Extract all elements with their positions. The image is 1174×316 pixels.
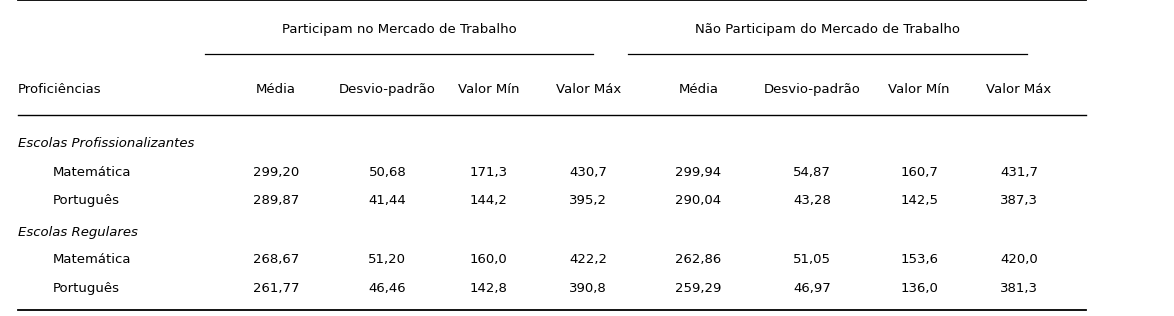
Text: 43,28: 43,28 [792,194,831,207]
Text: Valor Máx: Valor Máx [555,83,621,96]
Text: Português: Português [53,194,120,207]
Text: 299,20: 299,20 [252,166,299,179]
Text: Matemática: Matemática [53,166,131,179]
Text: 259,29: 259,29 [675,283,722,295]
Text: 153,6: 153,6 [900,253,938,266]
Text: 160,0: 160,0 [470,253,507,266]
Text: Desvio-padrão: Desvio-padrão [763,83,861,96]
Text: 51,05: 51,05 [792,253,831,266]
Text: 142,5: 142,5 [900,194,938,207]
Text: Média: Média [256,83,296,96]
Text: 390,8: 390,8 [569,283,607,295]
Text: 420,0: 420,0 [1000,253,1038,266]
Text: 136,0: 136,0 [900,283,938,295]
Text: 160,7: 160,7 [900,166,938,179]
Text: Escolas Profissionalizantes: Escolas Profissionalizantes [18,137,194,150]
Text: Valor Máx: Valor Máx [986,83,1052,96]
Text: Desvio-padrão: Desvio-padrão [339,83,436,96]
Text: 262,86: 262,86 [675,253,722,266]
Text: 289,87: 289,87 [252,194,299,207]
Text: Não Participam do Mercado de Trabalho: Não Participam do Mercado de Trabalho [695,23,960,36]
Text: 41,44: 41,44 [369,194,406,207]
Text: Escolas Regulares: Escolas Regulares [18,226,137,239]
Text: Proficiências: Proficiências [18,83,101,96]
Text: Valor Mín: Valor Mín [458,83,519,96]
Text: 290,04: 290,04 [675,194,722,207]
Text: 387,3: 387,3 [1000,194,1038,207]
Text: 395,2: 395,2 [569,194,607,207]
Text: 422,2: 422,2 [569,253,607,266]
Text: Participam no Mercado de Trabalho: Participam no Mercado de Trabalho [282,23,517,36]
Text: Português: Português [53,283,120,295]
Text: 144,2: 144,2 [470,194,507,207]
Text: Média: Média [679,83,718,96]
Text: 431,7: 431,7 [1000,166,1038,179]
Text: 381,3: 381,3 [1000,283,1038,295]
Text: Matemática: Matemática [53,253,131,266]
Text: 46,97: 46,97 [792,283,831,295]
Text: 430,7: 430,7 [569,166,607,179]
Text: 299,94: 299,94 [675,166,722,179]
Text: 54,87: 54,87 [792,166,831,179]
Text: 261,77: 261,77 [252,283,299,295]
Text: 171,3: 171,3 [470,166,507,179]
Text: 51,20: 51,20 [369,253,406,266]
Text: 142,8: 142,8 [470,283,507,295]
Text: 50,68: 50,68 [369,166,406,179]
Text: Valor Mín: Valor Mín [889,83,950,96]
Text: 268,67: 268,67 [252,253,299,266]
Text: 46,46: 46,46 [369,283,406,295]
